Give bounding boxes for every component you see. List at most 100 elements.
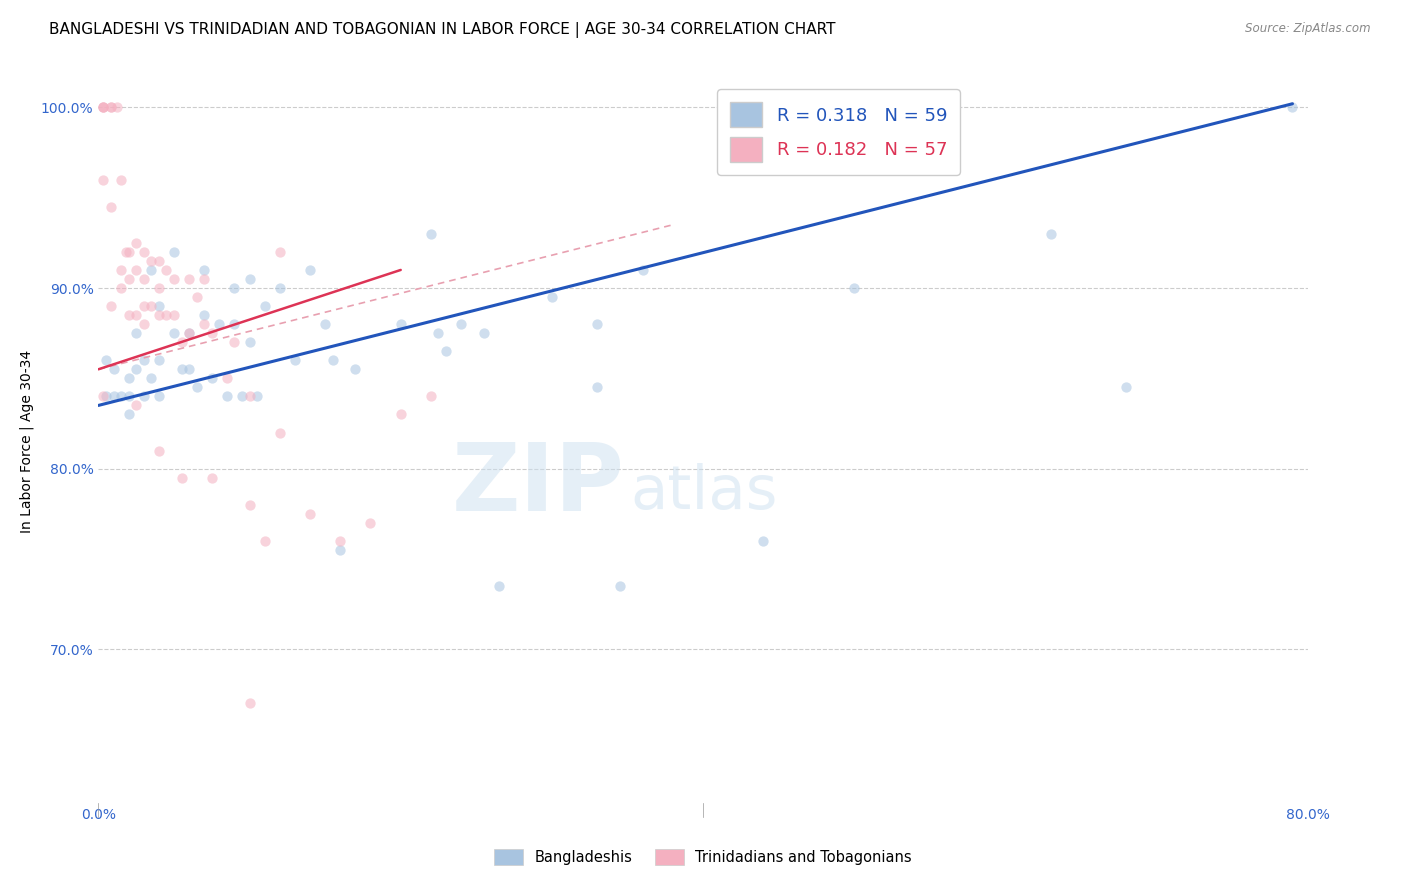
Point	[208, 317, 231, 331]
Point	[239, 272, 262, 286]
Point	[427, 326, 450, 340]
Point	[125, 235, 148, 250]
Point	[389, 408, 412, 422]
Point	[148, 281, 170, 295]
Point	[100, 299, 122, 313]
Point	[132, 353, 155, 368]
Point	[103, 362, 125, 376]
Point	[100, 100, 122, 114]
Point	[94, 389, 117, 403]
Point	[186, 380, 208, 394]
Point	[94, 353, 117, 368]
Point	[269, 425, 291, 440]
Point	[118, 308, 141, 322]
Text: BANGLADESHI VS TRINIDADIAN AND TOBAGONIAN IN LABOR FORCE | AGE 30-34 CORRELATION: BANGLADESHI VS TRINIDADIAN AND TOBAGONIA…	[49, 22, 835, 38]
Point	[141, 371, 163, 385]
Point	[163, 272, 186, 286]
Point	[1039, 227, 1062, 241]
Point	[420, 389, 443, 403]
Y-axis label: In Labor Force | Age 30-34: In Labor Force | Age 30-34	[20, 350, 34, 533]
Point	[125, 398, 148, 412]
Point	[105, 100, 128, 114]
Point	[125, 263, 148, 277]
Point	[269, 281, 291, 295]
Point	[110, 389, 132, 403]
Point	[148, 308, 170, 322]
Point	[91, 172, 114, 186]
Point	[344, 362, 367, 376]
Point	[201, 371, 224, 385]
Point	[148, 443, 170, 458]
Point	[329, 542, 352, 557]
Point	[100, 100, 122, 114]
Text: atlas: atlas	[630, 463, 778, 522]
Point	[148, 389, 170, 403]
Point	[215, 371, 238, 385]
Point	[215, 389, 238, 403]
Point	[132, 244, 155, 259]
Point	[193, 263, 215, 277]
Point	[125, 326, 148, 340]
Point	[253, 533, 276, 548]
Point	[118, 272, 141, 286]
Point	[201, 470, 224, 484]
Point	[141, 263, 163, 277]
Point	[201, 326, 224, 340]
Point	[246, 389, 269, 403]
Point	[299, 263, 322, 277]
Point	[179, 362, 201, 376]
Point	[91, 100, 114, 114]
Point	[155, 308, 177, 322]
Point	[389, 317, 412, 331]
Point	[450, 317, 472, 331]
Point	[155, 263, 177, 277]
Point	[110, 263, 132, 277]
Point	[434, 344, 457, 359]
Point	[132, 272, 155, 286]
Point	[163, 308, 186, 322]
Point	[148, 299, 170, 313]
Point	[110, 172, 132, 186]
Point	[586, 380, 609, 394]
Point	[1115, 380, 1137, 394]
Point	[103, 389, 125, 403]
Point	[91, 389, 114, 403]
Point	[844, 281, 866, 295]
Point	[314, 317, 336, 331]
Point	[179, 326, 201, 340]
Point	[163, 244, 186, 259]
Point	[114, 244, 136, 259]
Point	[132, 389, 155, 403]
Legend: R = 0.318   N = 59, R = 0.182   N = 57: R = 0.318 N = 59, R = 0.182 N = 57	[717, 89, 960, 175]
Point	[118, 371, 141, 385]
Text: Source: ZipAtlas.com: Source: ZipAtlas.com	[1246, 22, 1371, 36]
Point	[224, 335, 246, 350]
Point	[125, 362, 148, 376]
Point	[179, 326, 201, 340]
Point	[148, 253, 170, 268]
Point	[125, 308, 148, 322]
Point	[118, 244, 141, 259]
Point	[118, 408, 141, 422]
Point	[239, 697, 262, 711]
Point	[170, 470, 193, 484]
Point	[540, 290, 562, 304]
Point	[329, 533, 352, 548]
Point	[91, 100, 114, 114]
Legend: Bangladeshis, Trinidadians and Tobagonians: Bangladeshis, Trinidadians and Tobagonia…	[488, 843, 918, 871]
Point	[170, 362, 193, 376]
Point	[360, 516, 382, 530]
Point	[586, 317, 609, 331]
Point	[253, 299, 276, 313]
Point	[193, 272, 215, 286]
Point	[148, 353, 170, 368]
Point	[91, 100, 114, 114]
Point	[420, 227, 443, 241]
Point	[284, 353, 307, 368]
Point	[239, 389, 262, 403]
Point	[609, 579, 631, 593]
Point	[100, 200, 122, 214]
Point	[224, 281, 246, 295]
Point	[752, 533, 775, 548]
Point	[472, 326, 495, 340]
